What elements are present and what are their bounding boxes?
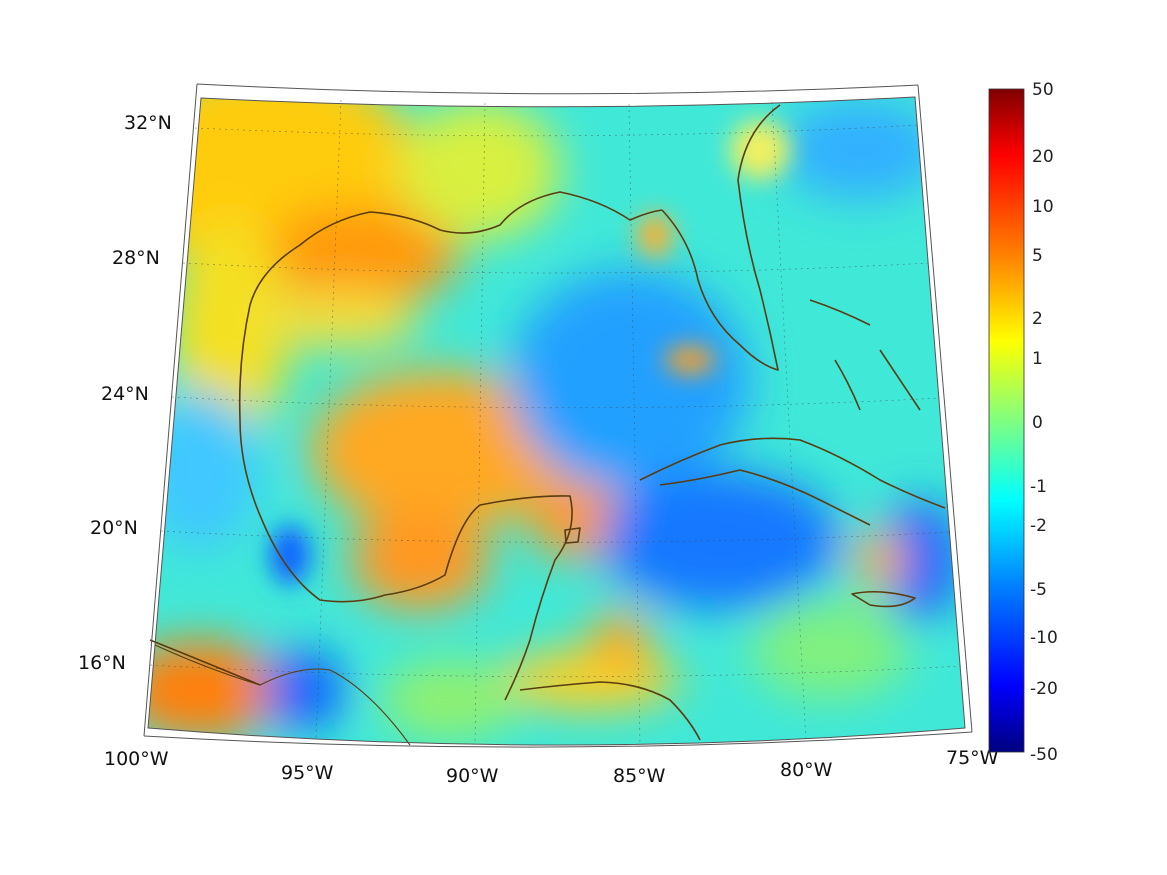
colorbar-gradient [988,88,1025,753]
lon-label-100: 100°W [104,748,169,770]
pacific-coast [149,639,261,686]
us-gulf-coast [249,191,663,306]
bahamas [809,299,921,411]
lat-tick-labels: 32°N 28°N 24°N 20°N 16°N [78,112,172,674]
florida-coast [661,104,781,371]
cbar-label-neg50: -50 [1030,745,1058,765]
yucatan-lagoon [564,527,581,544]
coastlines [149,104,946,746]
jamaica-coast [851,590,916,608]
cbar-label-neg1: -1 [1030,477,1047,497]
lat-label-32: 32°N [124,112,172,134]
cbar-label-0: 0 [1032,413,1043,433]
lon-label-90: 90°W [446,765,499,787]
cuba-south [659,469,871,526]
colorbar-labels: 50 20 10 5 2 1 0 -1 -2 -5 -10 -20 -50 [1030,80,1058,765]
lon-label-85: 85°W [613,765,666,787]
cbar-label-neg10: -10 [1030,628,1058,648]
cuba-coast [639,437,946,509]
lat-label-24: 24°N [101,383,149,405]
lat-label-28: 28°N [112,247,160,269]
cbar-label-20: 20 [1032,147,1054,167]
lon-label-75: 75°W [946,747,999,769]
cbar-label-50: 50 [1032,80,1054,100]
lon-label-80: 80°W [780,759,833,781]
honduras-coast [519,681,701,741]
mexico-coast [238,304,573,701]
cbar-label-5: 5 [1032,246,1043,266]
border-line [154,644,411,746]
lat-label-16: 16°N [78,652,126,674]
cbar-label-neg20: -20 [1030,679,1058,699]
cbar-label-neg2: -2 [1030,516,1047,536]
lat-label-20: 20°N [90,517,138,539]
cbar-label-10: 10 [1032,197,1054,217]
map-frame [143,83,973,748]
cbar-label-2: 2 [1032,309,1043,329]
cbar-label-neg5: -5 [1030,580,1047,600]
lon-label-95: 95°W [281,762,334,784]
colorbar: 50 20 10 5 2 1 0 -1 -2 -5 -10 -20 -50 [988,80,1058,765]
map-field [148,97,965,745]
graticule [149,99,962,747]
lon-tick-labels: 100°W 95°W 90°W 85°W 80°W 75°W [104,747,999,787]
cbar-label-1: 1 [1032,349,1043,369]
